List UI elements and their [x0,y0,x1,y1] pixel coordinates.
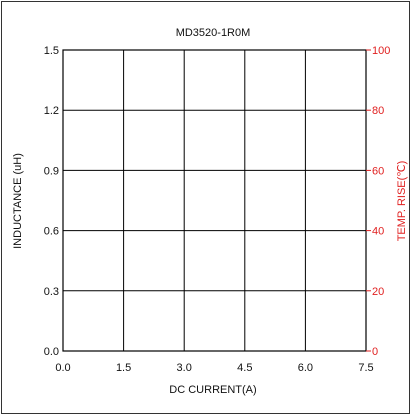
y-tick-label: 1.2 [44,105,59,117]
y-axis-label: INDUCTANCE (uH) [12,153,24,249]
secondary-y-tick-label: 40 [372,226,384,238]
x-tick-label: 6.0 [298,362,313,374]
y-tick-label: 0.9 [44,165,59,177]
secondary-y-tick-label: 0 [372,346,378,358]
secondary-y-tick-label: 100 [372,45,390,57]
plot-area [62,49,367,352]
x-tick-label: 0.0 [55,362,70,374]
tick-labels: 0.0 1.5 3.0 4.5 6.0 7.5 0.0 0.3 0.6 0.9 1.2 1.5 0 20 4… [44,45,391,374]
secondary-y-axis-label: TEMP. RISE(℃) [396,161,408,242]
x-tick-label: 3.0 [177,362,192,374]
secondary-y-tick-label: 60 [372,165,384,177]
x-tick-label: 7.5 [358,362,373,374]
y-tick-label: 0.3 [44,286,59,298]
x-tick-label: 1.5 [116,362,131,374]
chart-title: MD3520-1R0M [176,27,251,39]
grid [63,50,366,351]
y-tick-label: 0.0 [44,346,59,358]
y-tick-label: 0.6 [44,226,59,238]
y-tick-label: 1.5 [44,45,59,57]
x-axis-label: DC CURRENT(A) [169,384,256,396]
x-tick-label: 4.5 [237,362,252,374]
secondary-y-tick-label: 20 [372,286,384,298]
secondary-y-tick-label: 80 [372,105,384,117]
